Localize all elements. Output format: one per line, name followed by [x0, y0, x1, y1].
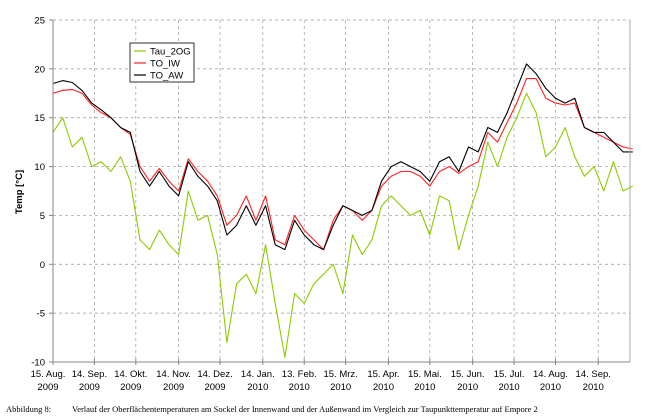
series-line-to-iw: [52, 78, 633, 251]
legend-label: TO_IW: [150, 59, 180, 70]
x-tick-label: 15. Jun.: [451, 369, 485, 380]
x-tick-label: 14. Aug.: [533, 369, 568, 380]
x-tick-label: 14. Dez.: [197, 369, 232, 380]
x-tick-label: 13. Feb.: [282, 369, 317, 380]
y-tick-label: -10: [31, 358, 45, 369]
y-tick-label: 20: [34, 64, 45, 75]
x-tick-label-year: 2010: [583, 382, 604, 393]
x-tick-label-year: 2010: [330, 382, 351, 393]
x-tick-label-year: 2010: [498, 382, 519, 393]
x-tick-label-year: 2010: [247, 382, 268, 393]
x-tick-label: 15. Aug.: [31, 369, 66, 380]
caption-text: Verlauf der Oberflächentemperaturen am S…: [72, 404, 538, 414]
x-tick-label-year: 2010: [457, 382, 478, 393]
x-tick-label: 15. Mrz.: [323, 369, 357, 380]
y-tick-label: 10: [34, 162, 45, 173]
series-line-to-aw: [52, 63, 633, 251]
series-line-tau-2og: [52, 92, 634, 358]
x-tick-label-year: 2010: [289, 382, 310, 393]
legend-label: TO_AW: [150, 71, 183, 82]
x-tick-label: 14. Okt.: [114, 369, 147, 380]
y-axis-label: Temp [°C]: [14, 170, 25, 214]
x-tick-label: 14. Sep.: [576, 369, 611, 380]
x-tick-label-year: 2009: [37, 382, 58, 393]
legend-label: Tau_2OG: [150, 47, 191, 58]
grid: [53, 19, 630, 362]
x-tick-label: 14. Sep.: [72, 369, 107, 380]
series-group: [52, 63, 634, 358]
x-tick-label-year: 2009: [79, 382, 100, 393]
y-tick-label: 15: [34, 113, 45, 124]
y-tick-label: -5: [37, 309, 45, 320]
x-tick-label: 15. Jul.: [494, 369, 525, 380]
x-tick-label: 15. Apr.: [367, 369, 399, 380]
x-tick-label: 14. Nov.: [156, 369, 191, 380]
x-tick-label-year: 2010: [540, 382, 561, 393]
y-tick-label: 5: [40, 211, 45, 222]
x-tick-label-year: 2010: [373, 382, 394, 393]
x-tick-label-year: 2009: [120, 382, 141, 393]
x-tick-label-year: 2009: [163, 382, 184, 393]
x-tick-label-year: 2009: [204, 382, 225, 393]
x-tick-label-year: 2010: [414, 382, 435, 393]
x-tick-label: 14. Jan.: [241, 369, 275, 380]
y-tick-label: 25: [34, 16, 45, 27]
caption-label: Abbildung 8:: [6, 404, 51, 414]
x-tick-label: 15. Mai.: [408, 369, 442, 380]
y-tick-label: 0: [40, 260, 45, 271]
